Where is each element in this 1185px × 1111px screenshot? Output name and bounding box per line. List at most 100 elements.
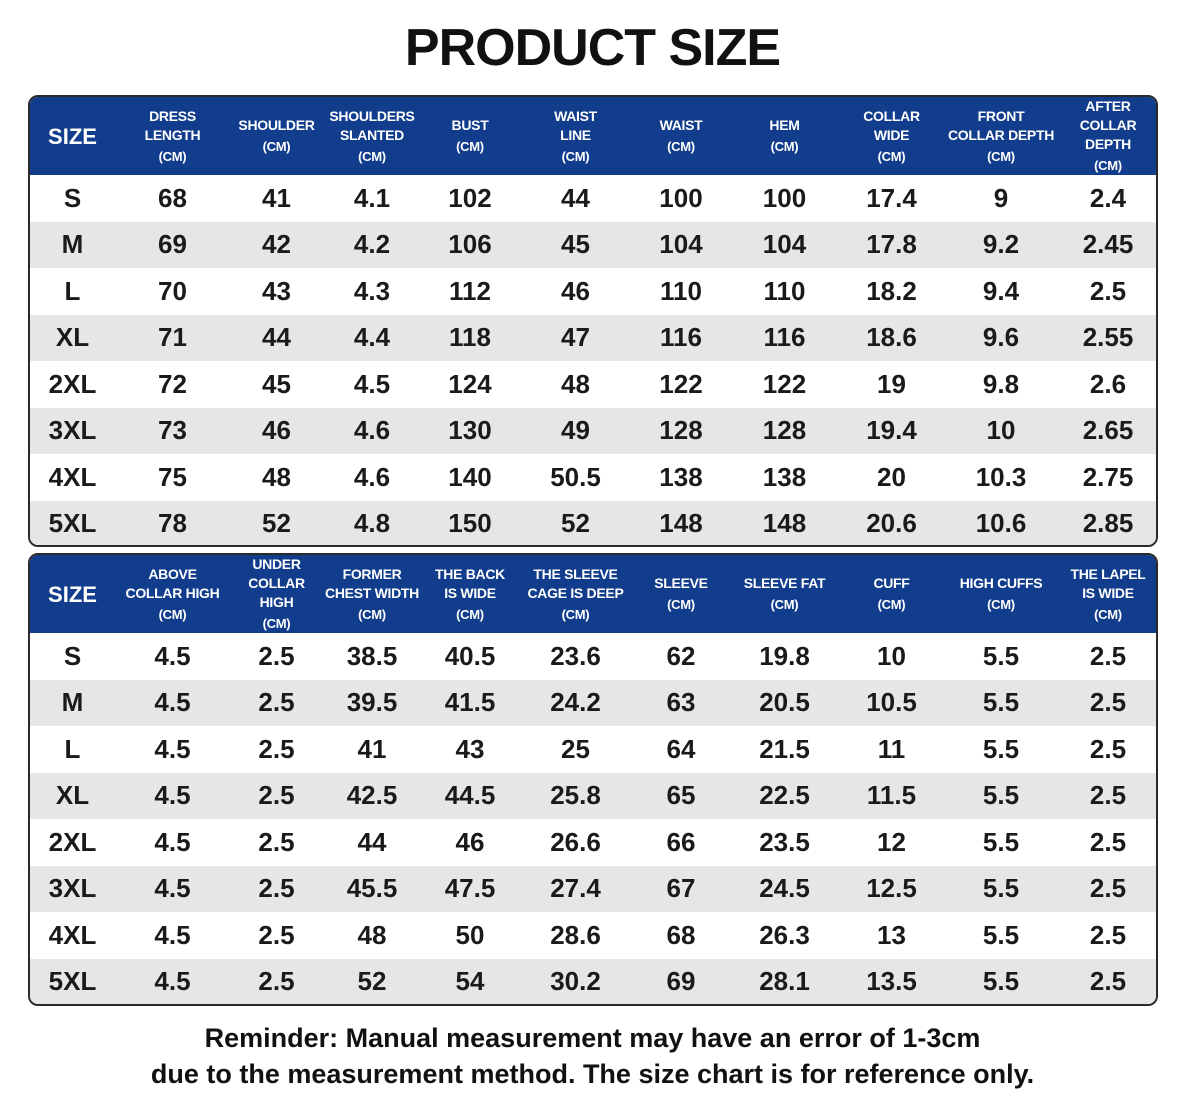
measurement-cell: 5.5 xyxy=(982,919,1020,950)
measurement-cell: 66 xyxy=(666,826,696,857)
measurement-cell: 17.4 xyxy=(866,182,917,213)
column-header-label: AFTER COLLAR DEPTH xyxy=(1079,98,1137,152)
measurement-cell: 73 xyxy=(158,415,187,446)
measurement-cell: 2.5 xyxy=(258,733,295,764)
measurement-cell: 45.5 xyxy=(346,873,398,904)
measurement-cell: 4.5 xyxy=(154,873,191,904)
measurement-cell: 11.5 xyxy=(866,780,917,811)
measurement-cell: 26.6 xyxy=(550,826,601,857)
measurement-cell: 5.5 xyxy=(982,640,1020,671)
measurement-cell: 19.8 xyxy=(759,640,810,671)
size-cell: L xyxy=(64,275,81,306)
column-header-label: FRONT COLLAR DEPTH xyxy=(947,107,1055,143)
column-header: FRONT COLLAR DEPTH (CM) xyxy=(944,97,1058,175)
measurement-cell: 122 xyxy=(762,368,807,399)
measurement-cell: 100 xyxy=(659,182,703,213)
size-table-2: SIZE ABOVE COLLAR HIGH (CM) UNDER COLLAR HI… xyxy=(28,553,1158,1006)
measurement-cell: 12 xyxy=(877,826,906,857)
measurement-cell: 40.5 xyxy=(444,640,496,671)
column-header-label: SIZE xyxy=(48,123,97,149)
measurement-cell: 2.5 xyxy=(258,919,295,950)
column-header-unit: (CM) xyxy=(1094,158,1122,173)
measurement-cell: 4.5 xyxy=(154,733,191,764)
measurement-cell: 2.4 xyxy=(1089,182,1127,213)
column-header-unit: (CM) xyxy=(158,606,187,622)
measurement-cell: 4.4 xyxy=(353,322,391,353)
column-header: DRESS LENGTH (CM) xyxy=(115,97,230,175)
measurement-cell: 21.5 xyxy=(759,733,810,764)
column-header-label: THE LAPEL IS WIDE xyxy=(1070,565,1146,601)
measurement-cell: 10 xyxy=(877,640,906,671)
column-header-unit: (CM) xyxy=(987,597,1015,612)
measurement-cell: 10 xyxy=(986,415,1016,446)
measurement-cell: 72 xyxy=(158,368,187,399)
measurement-cell: 18.6 xyxy=(866,322,917,353)
measurement-cell: 122 xyxy=(659,368,703,399)
column-header-unit: (CM) xyxy=(1094,606,1122,622)
measurement-cell: 18.2 xyxy=(866,275,917,306)
size-cell: XL xyxy=(55,322,90,353)
size-table: SIZE DRESS LENGTH (CM) SHOULDER (CM) SHOULDER… xyxy=(30,97,1156,545)
measurement-cell: 28.6 xyxy=(550,919,601,950)
column-header: HEM (CM) xyxy=(730,97,839,175)
column-header-label: WAIST xyxy=(659,117,703,133)
measurement-cell: 2.65 xyxy=(1082,415,1134,446)
measurement-cell: 2.5 xyxy=(1089,826,1127,857)
column-header-label: SLEEVE FAT xyxy=(743,575,826,591)
measurement-cell: 2.5 xyxy=(1089,687,1127,718)
measurement-cell: 110 xyxy=(660,275,702,306)
measurement-cell: 2.6 xyxy=(1089,368,1127,399)
size-cell: XL xyxy=(55,780,90,811)
measurement-cell: 4.5 xyxy=(154,780,191,811)
column-header-unit: (CM) xyxy=(456,606,484,622)
column-header-label: CUFF xyxy=(873,575,910,591)
size-table-1: SIZE DRESS LENGTH (CM) SHOULDER (CM) SHOULDER… xyxy=(28,95,1158,547)
measurement-cell: 26.3 xyxy=(759,919,810,950)
column-header-label: ABOVE COLLAR HIGH xyxy=(125,565,220,601)
column-header-label: SHOULDERS SLANTED xyxy=(329,107,415,143)
measurement-cell: 23.5 xyxy=(759,826,810,857)
measurement-cell: 2.5 xyxy=(1089,780,1127,811)
table-row: XL 4.5 2.5 42.5 44.5 25.8 65 22.5 11.5 5.5 2.5 xyxy=(30,772,1156,819)
measurement-cell: 50.5 xyxy=(550,461,601,492)
column-header: SLEEVE (CM) xyxy=(632,555,730,633)
measurement-cell: 2.5 xyxy=(258,826,295,857)
column-header: BUST (CM) xyxy=(421,97,519,175)
column-header-unit: (CM) xyxy=(770,139,799,154)
column-header-label: HIGH CUFFS xyxy=(959,575,1043,591)
size-cell: M xyxy=(61,229,84,260)
measurement-cell: 5.5 xyxy=(982,966,1020,997)
measurement-cell: 104 xyxy=(762,229,807,260)
measurement-cell: 4.3 xyxy=(353,275,391,306)
column-header: AFTER COLLAR DEPTH (CM) xyxy=(1058,97,1156,175)
column-header-unit: (CM) xyxy=(262,616,291,631)
size-table: SIZE ABOVE COLLAR HIGH (CM) UNDER COLLAR HI… xyxy=(30,555,1156,1004)
column-header-label: WAIST LINE xyxy=(554,107,597,143)
table-row: 5XL 78 52 4.8 150 52 148 148 20.6 10.6 2.85 xyxy=(30,500,1156,545)
measurement-cell: 4.2 xyxy=(353,229,391,260)
reminder-line-1: Reminder: Manual measurement may have an… xyxy=(204,1023,981,1053)
measurement-cell: 17.8 xyxy=(866,229,917,260)
measurement-cell: 24.2 xyxy=(550,687,601,718)
measurement-cell: 2.5 xyxy=(1089,733,1127,764)
measurement-cell: 2.5 xyxy=(258,640,295,671)
measurement-cell: 20.5 xyxy=(759,687,810,718)
measurement-cell: 2.45 xyxy=(1082,229,1134,260)
table-row: M 4.5 2.5 39.5 41.5 24.2 63 20.5 10.5 5.5 2.5 xyxy=(30,679,1156,726)
measurement-cell: 23.6 xyxy=(550,640,601,671)
measurement-cell: 69 xyxy=(158,229,187,260)
measurement-cell: 78 xyxy=(158,508,187,539)
measurement-cell: 10.3 xyxy=(975,461,1027,492)
measurement-cell: 28.1 xyxy=(759,966,810,997)
column-header: COLLAR WIDE (CM) xyxy=(839,97,944,175)
column-header-label: BUST xyxy=(451,117,489,133)
reminder-line-2: due to the measurement method. The size … xyxy=(150,1059,1035,1089)
measurement-cell: 70 xyxy=(158,275,187,306)
measurement-cell: 10.5 xyxy=(866,687,917,718)
measurement-cell: 62 xyxy=(666,640,696,671)
measurement-cell: 44 xyxy=(357,826,387,857)
measurement-cell: 2.5 xyxy=(258,966,295,997)
measurement-cell: 38.5 xyxy=(346,640,398,671)
size-cell: 3XL xyxy=(48,873,97,904)
measurement-cell: 52 xyxy=(262,508,291,539)
